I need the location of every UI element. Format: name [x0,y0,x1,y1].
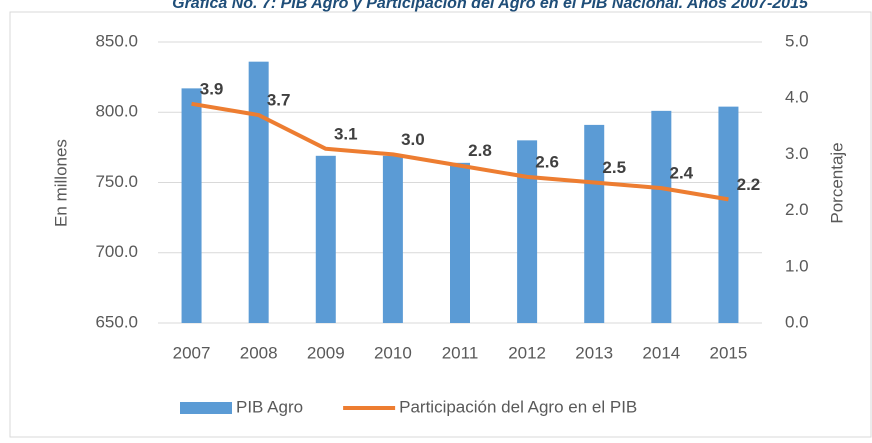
data-label: 2.8 [468,141,492,160]
data-label: 2.5 [602,158,626,177]
legend-label: Participación del Agro en el PIB [399,397,637,416]
x-tick-label: 2013 [575,343,613,362]
data-label: 3.9 [200,79,224,98]
bar [181,88,202,324]
data-label: 3.0 [401,130,425,149]
y2-tick-label: 3.0 [785,144,809,163]
legend-swatch [180,402,232,414]
y-tick-label: 750.0 [95,172,138,191]
bar [382,155,403,323]
y-tick-label: 850.0 [95,31,138,50]
y2-tick-label: 5.0 [785,31,809,50]
data-label: 3.1 [334,124,358,143]
y-axis-label: En millones [51,139,70,227]
y2-tick-label: 4.0 [785,88,809,107]
data-label: 2.4 [670,164,694,183]
x-tick-label: 2015 [710,343,748,362]
x-tick-label: 2009 [307,343,345,362]
y2-tick-label: 2.0 [785,200,809,219]
x-tick-label: 2014 [642,343,680,362]
bar [517,140,538,323]
y2-tick-label: 1.0 [785,256,809,275]
bar [248,61,269,324]
data-label: 2.2 [737,175,761,194]
bar [718,106,739,323]
bar [315,155,336,323]
x-tick-label: 2010 [374,343,412,362]
chart-title: Gráfica No. 7: PIB Agro y Participación … [172,0,809,12]
data-label: 2.6 [535,152,559,171]
y-tick-label: 800.0 [95,102,138,121]
y2-axis-label: Porcentaje [827,142,846,223]
bar [584,124,605,324]
x-tick-label: 2012 [508,343,546,362]
y-tick-label: 650.0 [95,312,138,331]
data-label: 3.7 [267,91,291,110]
y-tick-label: 700.0 [95,242,138,261]
x-tick-label: 2007 [173,343,211,362]
bar [450,162,470,323]
bar [651,110,672,323]
legend-label: PIB Agro [236,397,303,416]
x-tick-label: 2008 [240,343,278,362]
x-tick-label: 2011 [442,343,479,362]
chart-frame [9,11,872,438]
line [191,101,729,202]
y2-tick-label: 0.0 [785,312,809,331]
